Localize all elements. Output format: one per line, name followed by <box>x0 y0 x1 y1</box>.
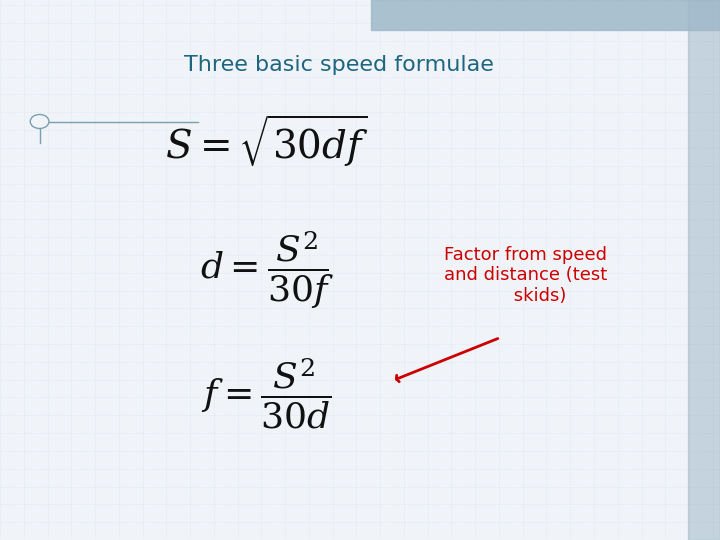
Text: Factor from speed
and distance (test
     skids): Factor from speed and distance (test ski… <box>444 246 607 305</box>
Text: $f = \dfrac{S^2}{30d}$: $f = \dfrac{S^2}{30d}$ <box>201 357 332 431</box>
Text: $d = \dfrac{S^2}{30f}$: $d = \dfrac{S^2}{30f}$ <box>199 230 333 310</box>
Bar <box>371 0 720 30</box>
Bar <box>688 0 720 540</box>
Text: Three basic speed formulae: Three basic speed formulae <box>184 55 493 75</box>
Text: $S = \sqrt{30df}$: $S = \sqrt{30df}$ <box>165 112 368 168</box>
